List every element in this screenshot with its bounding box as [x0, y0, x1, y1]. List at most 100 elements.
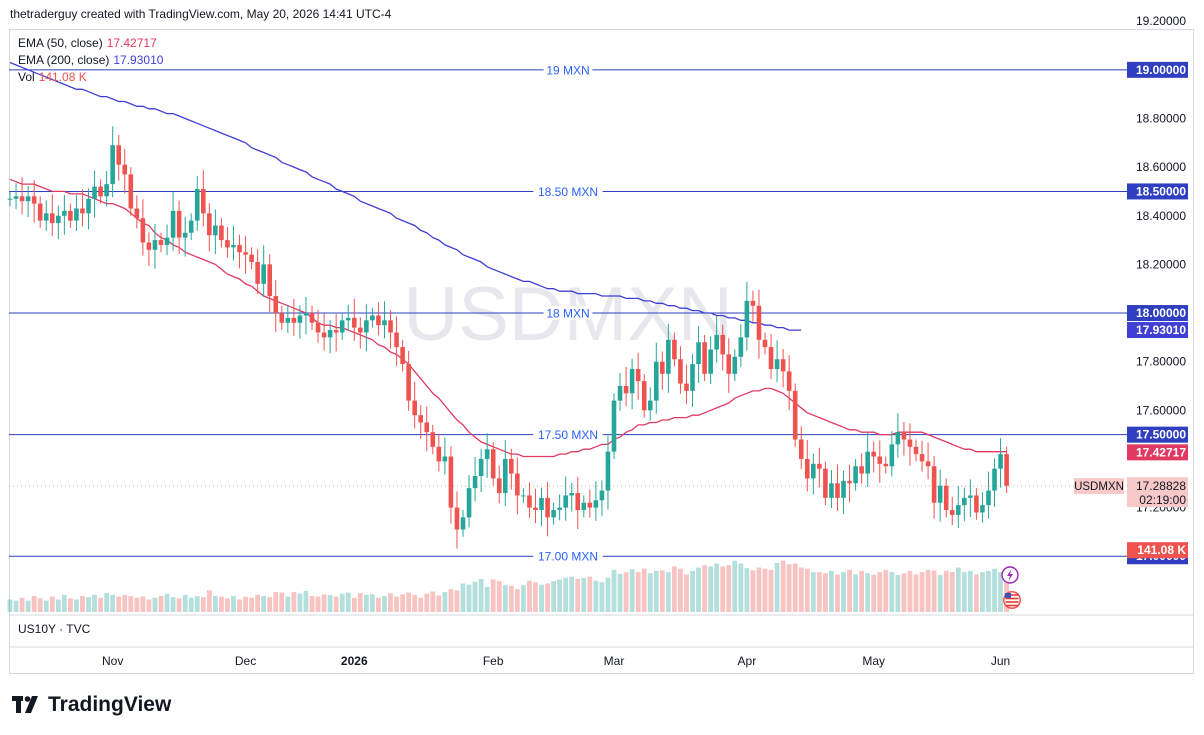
candle-body [351, 317, 357, 328]
candle-body [255, 261, 260, 284]
volume-bar [382, 596, 387, 612]
volume-bar [267, 597, 273, 612]
volume-bar [351, 597, 357, 612]
volume-bar [551, 581, 556, 612]
volume-bar [297, 593, 303, 612]
candle-body [207, 213, 212, 236]
candle-body [25, 196, 31, 202]
candle-body [678, 359, 683, 384]
volume-bar [545, 583, 550, 612]
legend-volume-label: Vol [18, 70, 35, 84]
candle-body [829, 483, 834, 498]
candle-body [502, 458, 508, 494]
candle-body [798, 439, 804, 459]
candle-body [1004, 454, 1009, 486]
candle-body [225, 240, 230, 248]
volume-bar [68, 598, 73, 612]
candle-body [478, 458, 484, 476]
level-line-label: 18 MXN [546, 307, 589, 321]
volume-bar [702, 565, 707, 612]
candle-body [345, 317, 351, 321]
candle-body [358, 327, 363, 333]
volume-bar [345, 592, 351, 612]
value-axis-badge-text: 17.42717 [1136, 445, 1186, 459]
volume-bar [768, 569, 774, 612]
candle-body [104, 184, 109, 197]
volume-bar [539, 584, 544, 612]
candle-body [551, 510, 556, 518]
candle-body [74, 208, 79, 221]
candle-body [515, 473, 520, 496]
volume-bar [61, 594, 67, 612]
volume-bar [37, 598, 43, 612]
volume-bar [436, 595, 442, 612]
candle-body [412, 400, 417, 416]
time-tick-label: Feb [483, 654, 504, 668]
candle-body [913, 446, 919, 455]
last-price-countdown: 02:19:00 [1139, 493, 1186, 507]
candle-body [454, 507, 460, 530]
volume-bar [617, 573, 623, 612]
candle-body [370, 315, 375, 321]
volume-bar [55, 599, 61, 612]
volume-bar [641, 568, 647, 612]
time-tick-label: 2026 [341, 654, 368, 668]
volume-bar [762, 568, 768, 612]
volume-bar [756, 567, 762, 612]
us-flag-icon [1003, 591, 1021, 609]
candle-body [847, 480, 852, 484]
volume-bar [980, 572, 985, 612]
candle-body [303, 313, 309, 316]
volume-bar [243, 596, 248, 612]
candle-body [98, 186, 103, 197]
volume-bar [430, 591, 436, 612]
volume-bar [225, 598, 230, 612]
candle-body [110, 145, 115, 185]
candle-body [146, 242, 152, 250]
candle-body [13, 196, 19, 199]
volume-bar [889, 572, 895, 612]
candle-body [955, 505, 961, 515]
volume-bar [696, 567, 701, 612]
candle-body [62, 210, 67, 216]
candle-body [31, 196, 37, 204]
volume-bar [406, 592, 412, 612]
candle-body [376, 315, 381, 326]
candle-body [575, 493, 581, 511]
volume-bar [557, 579, 563, 612]
candle-body [968, 495, 973, 498]
volume-bar [376, 597, 381, 612]
value-axis-badge [1127, 542, 1188, 559]
subpane-label: US10Y · TVC [18, 622, 91, 636]
lightning-icon-bolt [1007, 569, 1013, 581]
volume-bar [714, 563, 720, 612]
candle-body [261, 264, 266, 284]
price-axis: 19.20000 18.80000 18.60000 18.40000 18.20000… [1074, 14, 1188, 565]
volume-bar [237, 599, 242, 612]
volume-bar [255, 594, 261, 612]
candle-body [442, 456, 448, 462]
volume-bar [176, 598, 182, 612]
volume-bar [231, 596, 236, 612]
candle-body [182, 232, 188, 238]
volume-bar [158, 596, 164, 612]
volume-bar [249, 597, 254, 612]
time-axis: Nov Dec 2026 Feb Mar Apr May Jun [102, 654, 1010, 668]
volume-bar [43, 600, 49, 612]
volume-bar [949, 572, 955, 612]
volume-bar [285, 596, 291, 612]
candle-body [364, 320, 369, 333]
candle-body [750, 300, 756, 306]
candle-body [841, 480, 846, 498]
price-tick-label: 19.20000 [1136, 14, 1186, 28]
candle-body [726, 354, 732, 374]
legend-volume-value: 141.08 K [38, 70, 87, 84]
volume-bar [726, 565, 732, 612]
volume-bar [659, 570, 665, 612]
volume-bar [490, 579, 496, 612]
volume-bar [835, 574, 840, 612]
candle-body [49, 213, 55, 224]
volume-bar [122, 594, 128, 612]
flag-canton [1005, 593, 1011, 598]
